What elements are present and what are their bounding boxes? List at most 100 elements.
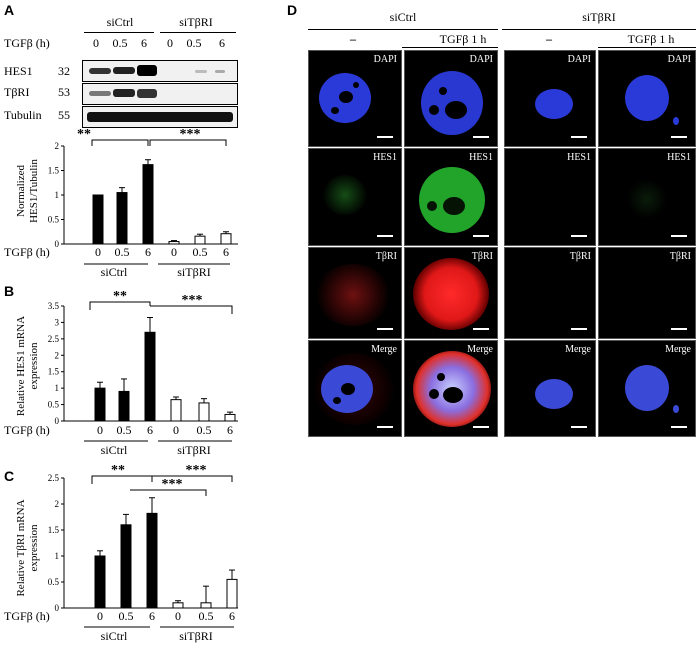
tbri-signal xyxy=(413,258,489,330)
nucleus xyxy=(625,75,669,121)
micro-row-label-hes1: HES1 xyxy=(567,152,591,163)
micro-tile-sictrl-tgfb-dapi: DAPI xyxy=(404,50,498,147)
x-tick-label: 0.5 xyxy=(119,609,134,623)
x-tick-label: 0 xyxy=(171,245,177,259)
x-tick-label: 6 xyxy=(229,609,235,623)
bar xyxy=(144,331,156,422)
panel-label-d: D xyxy=(287,2,298,18)
blot-time-6: 6 xyxy=(141,36,147,50)
micro-tile-sictrl-untreated-hes1: HES1 xyxy=(308,148,402,246)
chart-b-group-sictrl: siCtrl xyxy=(101,443,128,457)
x-tick-label: 6 xyxy=(147,423,153,437)
nucleolus xyxy=(443,387,463,403)
chart-a-group-sitbri: siTβRI xyxy=(177,265,210,279)
micro-tile-sitbri-untreated-dapi: DAPI xyxy=(504,50,596,147)
y-tick-label: 1.5 xyxy=(48,525,60,535)
sig-b-1: ** xyxy=(113,289,127,304)
sig-bracket xyxy=(91,139,149,146)
hes1-signal xyxy=(419,167,485,233)
blot-band xyxy=(215,70,225,73)
micro-row-label-hes1: HES1 xyxy=(667,152,691,163)
bar xyxy=(94,387,106,422)
chart-b-ylabel-line-2: expression xyxy=(28,342,40,390)
micro-row-label-merge: Merge xyxy=(371,344,397,355)
blot-band xyxy=(89,68,111,74)
y-tick-label: 0.5 xyxy=(48,577,60,587)
micro-tile-sitbri-tgfb-hes1: HES1 xyxy=(598,148,696,246)
micro-row-label-tbri: TβRI xyxy=(669,251,691,262)
blot-band xyxy=(113,89,135,97)
sig-c-2: *** xyxy=(186,463,207,478)
x-tick-label: 0.5 xyxy=(115,245,130,259)
blot-mw-tubulin: 55 xyxy=(58,108,70,122)
bar xyxy=(224,413,236,422)
micro-row-label-tbri: TβRI xyxy=(471,251,493,262)
bar xyxy=(142,164,154,245)
micro-tile-sitbri-untreated-hes1: HES1 xyxy=(504,148,596,246)
sig-bracket xyxy=(152,475,233,482)
nucleus-fragment xyxy=(673,405,679,413)
micro-tile-sitbri-untreated-tbri: TβRI xyxy=(504,247,596,339)
bar xyxy=(146,512,158,609)
nucleus xyxy=(535,89,573,119)
bar xyxy=(92,194,104,245)
chart-c-group-sictrl: siCtrl xyxy=(101,629,128,643)
x-tick-label: 0.5 xyxy=(197,423,212,437)
micro-row-label-merge: Merge xyxy=(565,344,591,355)
y-tick-label: 1.5 xyxy=(48,166,60,176)
scale-bar xyxy=(571,426,587,428)
x-tick-label: 0 xyxy=(95,245,101,259)
y-tick-label: 1 xyxy=(55,551,60,561)
micro-tile-sictrl-untreated-tbri: TβRI xyxy=(308,247,402,339)
y-tick-label: 2 xyxy=(55,499,60,509)
nucleolus xyxy=(443,197,465,215)
panel-label-c: C xyxy=(4,468,15,484)
micro-tile-sictrl-tgfb-merge: Merge xyxy=(404,340,498,437)
blot-band xyxy=(137,65,157,76)
micro-group-sitbri: siTβRI xyxy=(582,10,616,24)
scale-bar xyxy=(377,235,393,237)
micro-row-label-dapi: DAPI xyxy=(567,54,591,65)
chart-a-ylabel-line-2: HES1/Tubulin xyxy=(28,159,40,223)
micro-tile-sitbri-tgfb-merge: Merge xyxy=(598,340,696,437)
bar xyxy=(226,578,238,609)
bar xyxy=(220,233,232,245)
micro-group-underline-sictrl xyxy=(308,29,498,30)
nucleolus xyxy=(339,91,353,103)
bar xyxy=(198,402,210,422)
scale-bar xyxy=(377,426,393,428)
micro-col-header-4: TGFβ 1 h xyxy=(627,32,675,46)
x-tick-label: 0.5 xyxy=(117,423,132,437)
chart-b-treatment-label: TGFβ (h) xyxy=(4,423,50,437)
bar xyxy=(168,241,180,245)
chart-a-treatment-label: TGFβ (h) xyxy=(4,245,50,259)
chart-a: ** *** Normalized HES1/Tubulin 0 0.5 1 1.5 2… xyxy=(4,127,238,279)
sig-c-1: ** xyxy=(111,463,125,478)
micro-col-header-1: – xyxy=(350,32,356,46)
bar xyxy=(170,399,182,422)
micro-row-label-dapi: DAPI xyxy=(373,54,397,65)
scale-bar xyxy=(473,426,489,428)
blot-band xyxy=(113,67,135,74)
y-tick-label: 2 xyxy=(55,141,60,151)
micro-row-label-hes1: HES1 xyxy=(373,152,397,163)
scale-bar xyxy=(571,328,587,330)
nucleolus xyxy=(437,373,445,381)
nucleus xyxy=(625,365,669,411)
y-tick-label: 1.5 xyxy=(48,367,60,377)
blot-mw-tbri: 53 xyxy=(58,85,70,99)
chart-a-ylabel-line-1: Normalized xyxy=(15,165,27,217)
nucleolus xyxy=(333,397,341,404)
bar xyxy=(120,524,132,609)
micro-row-label-merge: Merge xyxy=(467,344,493,355)
sig-bracket xyxy=(130,489,207,496)
chart-c-treatment-label: TGFβ (h) xyxy=(4,609,50,623)
blot-row-label-tubulin: Tubulin xyxy=(4,108,42,122)
scale-bar xyxy=(377,328,393,330)
tbri-signal xyxy=(315,264,391,326)
sig-c-3: *** xyxy=(162,477,183,492)
x-tick-label: 0.5 xyxy=(199,609,214,623)
nucleolus xyxy=(341,383,355,395)
chart-c-group-sitbri: siTβRI xyxy=(179,629,212,643)
x-tick-label: 0 xyxy=(173,423,179,437)
